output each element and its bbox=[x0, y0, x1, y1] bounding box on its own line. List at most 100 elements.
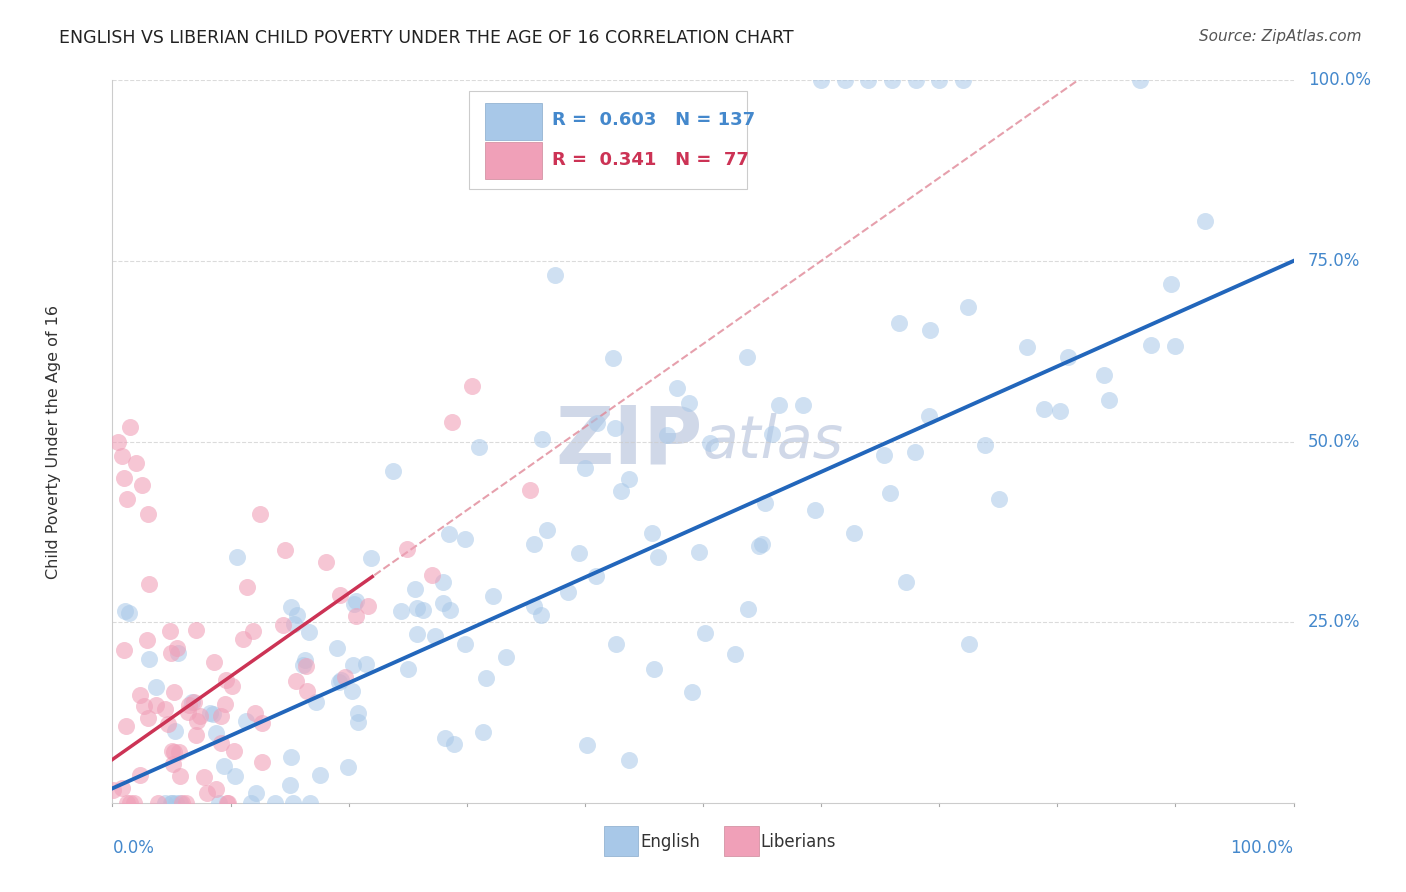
Point bbox=[263, 796, 285, 810]
Point bbox=[224, 769, 246, 783]
Point bbox=[163, 685, 186, 699]
Point bbox=[215, 796, 238, 810]
Point bbox=[177, 698, 200, 712]
Point bbox=[761, 427, 783, 442]
Point bbox=[617, 753, 640, 767]
Point bbox=[678, 396, 700, 410]
Point bbox=[111, 781, 134, 796]
Point bbox=[610, 483, 633, 498]
Point bbox=[136, 507, 159, 521]
Point bbox=[443, 738, 465, 752]
Point bbox=[453, 637, 475, 651]
Point bbox=[283, 617, 305, 632]
Point bbox=[169, 745, 191, 759]
Point bbox=[181, 695, 204, 709]
Point bbox=[647, 549, 669, 564]
Point bbox=[880, 73, 903, 87]
Point bbox=[166, 641, 188, 656]
Point bbox=[405, 627, 427, 641]
Point bbox=[235, 714, 257, 729]
Point bbox=[138, 652, 160, 666]
Point bbox=[420, 567, 443, 582]
Point bbox=[280, 749, 302, 764]
Point bbox=[342, 683, 364, 698]
Point bbox=[153, 796, 176, 810]
Point bbox=[115, 719, 138, 733]
FancyBboxPatch shape bbox=[603, 826, 638, 856]
Point bbox=[1129, 73, 1152, 87]
Point bbox=[467, 440, 489, 454]
Text: 100.0%: 100.0% bbox=[1308, 71, 1371, 89]
Point bbox=[295, 659, 318, 673]
Point bbox=[952, 73, 974, 87]
Point bbox=[354, 657, 377, 672]
Point bbox=[214, 697, 236, 711]
Point bbox=[688, 544, 710, 558]
Point bbox=[858, 73, 880, 87]
Point bbox=[166, 646, 188, 660]
Point bbox=[530, 608, 553, 623]
Point bbox=[101, 782, 124, 797]
Point bbox=[748, 539, 770, 553]
Point bbox=[131, 478, 153, 492]
Point bbox=[202, 655, 225, 669]
Point bbox=[285, 608, 308, 623]
Point bbox=[585, 568, 607, 582]
Text: 75.0%: 75.0% bbox=[1308, 252, 1360, 270]
Point bbox=[404, 582, 426, 596]
Point bbox=[112, 470, 135, 484]
Point bbox=[894, 575, 917, 590]
Point bbox=[724, 647, 747, 661]
Point bbox=[682, 685, 704, 699]
Point bbox=[184, 623, 207, 637]
Point bbox=[122, 796, 145, 810]
Point bbox=[146, 796, 169, 810]
Point bbox=[226, 550, 249, 565]
Point bbox=[330, 673, 353, 687]
Point bbox=[298, 796, 321, 810]
Point bbox=[153, 702, 176, 716]
Point bbox=[188, 708, 211, 723]
Point bbox=[482, 589, 505, 603]
Point bbox=[145, 680, 167, 694]
FancyBboxPatch shape bbox=[485, 143, 543, 179]
Point bbox=[735, 350, 758, 364]
Point bbox=[138, 577, 160, 591]
Point bbox=[118, 606, 141, 620]
Point bbox=[315, 555, 337, 569]
Point bbox=[568, 546, 591, 560]
Point bbox=[918, 324, 941, 338]
Point bbox=[887, 316, 910, 330]
Point bbox=[412, 603, 434, 617]
Point bbox=[250, 756, 273, 770]
Point bbox=[217, 796, 239, 810]
Point bbox=[904, 73, 927, 87]
Point bbox=[280, 599, 302, 614]
Point bbox=[163, 745, 186, 759]
Point bbox=[754, 496, 776, 510]
Point bbox=[461, 379, 484, 393]
Point bbox=[159, 624, 181, 638]
Point bbox=[576, 739, 599, 753]
Point bbox=[118, 796, 141, 810]
Point bbox=[278, 778, 301, 792]
Point bbox=[928, 73, 950, 87]
Point bbox=[111, 449, 134, 463]
Point bbox=[381, 464, 404, 478]
Point bbox=[183, 695, 205, 709]
Point bbox=[249, 507, 271, 521]
Point bbox=[170, 796, 193, 810]
Point bbox=[291, 658, 314, 673]
Point bbox=[239, 796, 262, 810]
Point bbox=[250, 716, 273, 731]
Point bbox=[347, 706, 370, 720]
Point bbox=[617, 472, 640, 486]
Point bbox=[360, 550, 382, 565]
Point bbox=[586, 416, 609, 430]
Point bbox=[222, 744, 245, 758]
Point bbox=[274, 542, 297, 557]
Point bbox=[523, 537, 546, 551]
Point bbox=[666, 381, 689, 395]
Point bbox=[437, 527, 460, 541]
Text: 100.0%: 100.0% bbox=[1230, 838, 1294, 857]
